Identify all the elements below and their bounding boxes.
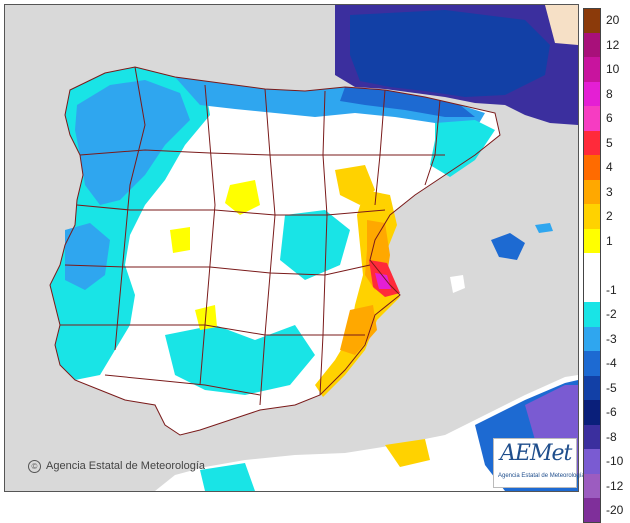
province-borders bbox=[49, 66, 501, 436]
legend-tick-label: 6 bbox=[606, 111, 613, 126]
africa-warm-patch bbox=[385, 439, 430, 467]
legend-swatch bbox=[583, 277, 601, 303]
logo-subtitle: Agencia Estatal de Meteorología bbox=[498, 473, 585, 479]
legend-tick-label: 1 bbox=[606, 233, 613, 248]
legend-swatch bbox=[583, 326, 601, 352]
map-frame bbox=[4, 4, 579, 492]
copyright-notice: © Agencia Estatal de Meteorología bbox=[28, 460, 205, 473]
france-light-strip bbox=[545, 5, 578, 45]
south-cold-patch bbox=[165, 325, 315, 395]
legend-swatch bbox=[583, 106, 601, 131]
legend-tick-label: 3 bbox=[606, 184, 613, 199]
mallorca bbox=[491, 233, 525, 260]
legend-tick-label: -2 bbox=[606, 307, 617, 322]
legend-swatch bbox=[583, 473, 601, 499]
west-central-warm-patch bbox=[170, 227, 190, 253]
valencia-magenta-core bbox=[375, 273, 391, 289]
legend-swatch bbox=[583, 130, 601, 156]
legend-tick-label: 5 bbox=[606, 135, 613, 150]
legend-swatch bbox=[583, 253, 601, 278]
legend-swatch bbox=[583, 424, 601, 450]
legend-swatch bbox=[583, 32, 601, 58]
legend-swatch bbox=[583, 81, 601, 107]
france-dark-cold-zone bbox=[350, 10, 550, 97]
legend-tick-label: -6 bbox=[606, 405, 617, 420]
legend-swatch bbox=[583, 498, 601, 523]
legend-swatch bbox=[583, 228, 601, 254]
galicia-strong-cold bbox=[75, 80, 190, 205]
catalonia-cold bbox=[430, 120, 495, 177]
legend-tick-label: 20 bbox=[606, 13, 620, 28]
legend-tick-label: 8 bbox=[606, 86, 613, 101]
legend-tick-label: 12 bbox=[606, 37, 620, 52]
color-legend: 20 12 10 8 6 5 4 3 2 1 -1 -2 -3 -4 -5 -6 -8 -10 -12 -20 bbox=[583, 8, 627, 523]
legend-tick-label: -1 bbox=[606, 282, 617, 297]
legend-tick-label: 4 bbox=[606, 160, 613, 175]
central-cold-patch bbox=[280, 210, 350, 280]
menorca bbox=[535, 223, 553, 233]
legend-tick-label: 2 bbox=[606, 209, 613, 224]
legend-swatch bbox=[583, 449, 601, 474]
legend-swatch bbox=[583, 351, 601, 376]
legend-swatch bbox=[583, 302, 601, 327]
pyrenees-deep-cold bbox=[340, 87, 475, 117]
legend-swatch bbox=[583, 179, 601, 205]
legend-tick-label: -12 bbox=[606, 478, 624, 493]
copyright-icon: © bbox=[28, 460, 41, 473]
legend-swatch bbox=[583, 155, 601, 180]
legend-swatch bbox=[583, 400, 601, 425]
africa-light-cold bbox=[200, 463, 255, 491]
logo-text: AEMet bbox=[500, 441, 572, 466]
legend-swatch bbox=[583, 8, 601, 33]
legend-tick-label: -5 bbox=[606, 380, 617, 395]
temperature-anomaly-map bbox=[5, 5, 578, 491]
legend-tick-label: -3 bbox=[606, 331, 617, 346]
legend-tick-label: 10 bbox=[606, 62, 620, 77]
north-africa bbox=[155, 375, 578, 491]
legend-tick-label: -20 bbox=[606, 503, 624, 518]
central-warm-patch bbox=[225, 180, 260, 215]
legend-swatch bbox=[583, 57, 601, 82]
north-coast-cold bbox=[175, 77, 485, 130]
ibiza bbox=[450, 275, 465, 293]
aemet-logo: AEMet Agencia Estatal de Meteorología bbox=[493, 438, 585, 488]
legend-tick-label: -10 bbox=[606, 454, 624, 469]
legend-tick-label: -4 bbox=[606, 356, 617, 371]
legend-swatch bbox=[583, 375, 601, 401]
portugal-cold-patch bbox=[65, 223, 110, 290]
murcia-orange-zone bbox=[340, 305, 377, 355]
copyright-text: Agencia Estatal de Meteorología bbox=[46, 460, 205, 472]
legend-tick-label: -8 bbox=[606, 429, 617, 444]
legend-swatch bbox=[583, 204, 601, 229]
